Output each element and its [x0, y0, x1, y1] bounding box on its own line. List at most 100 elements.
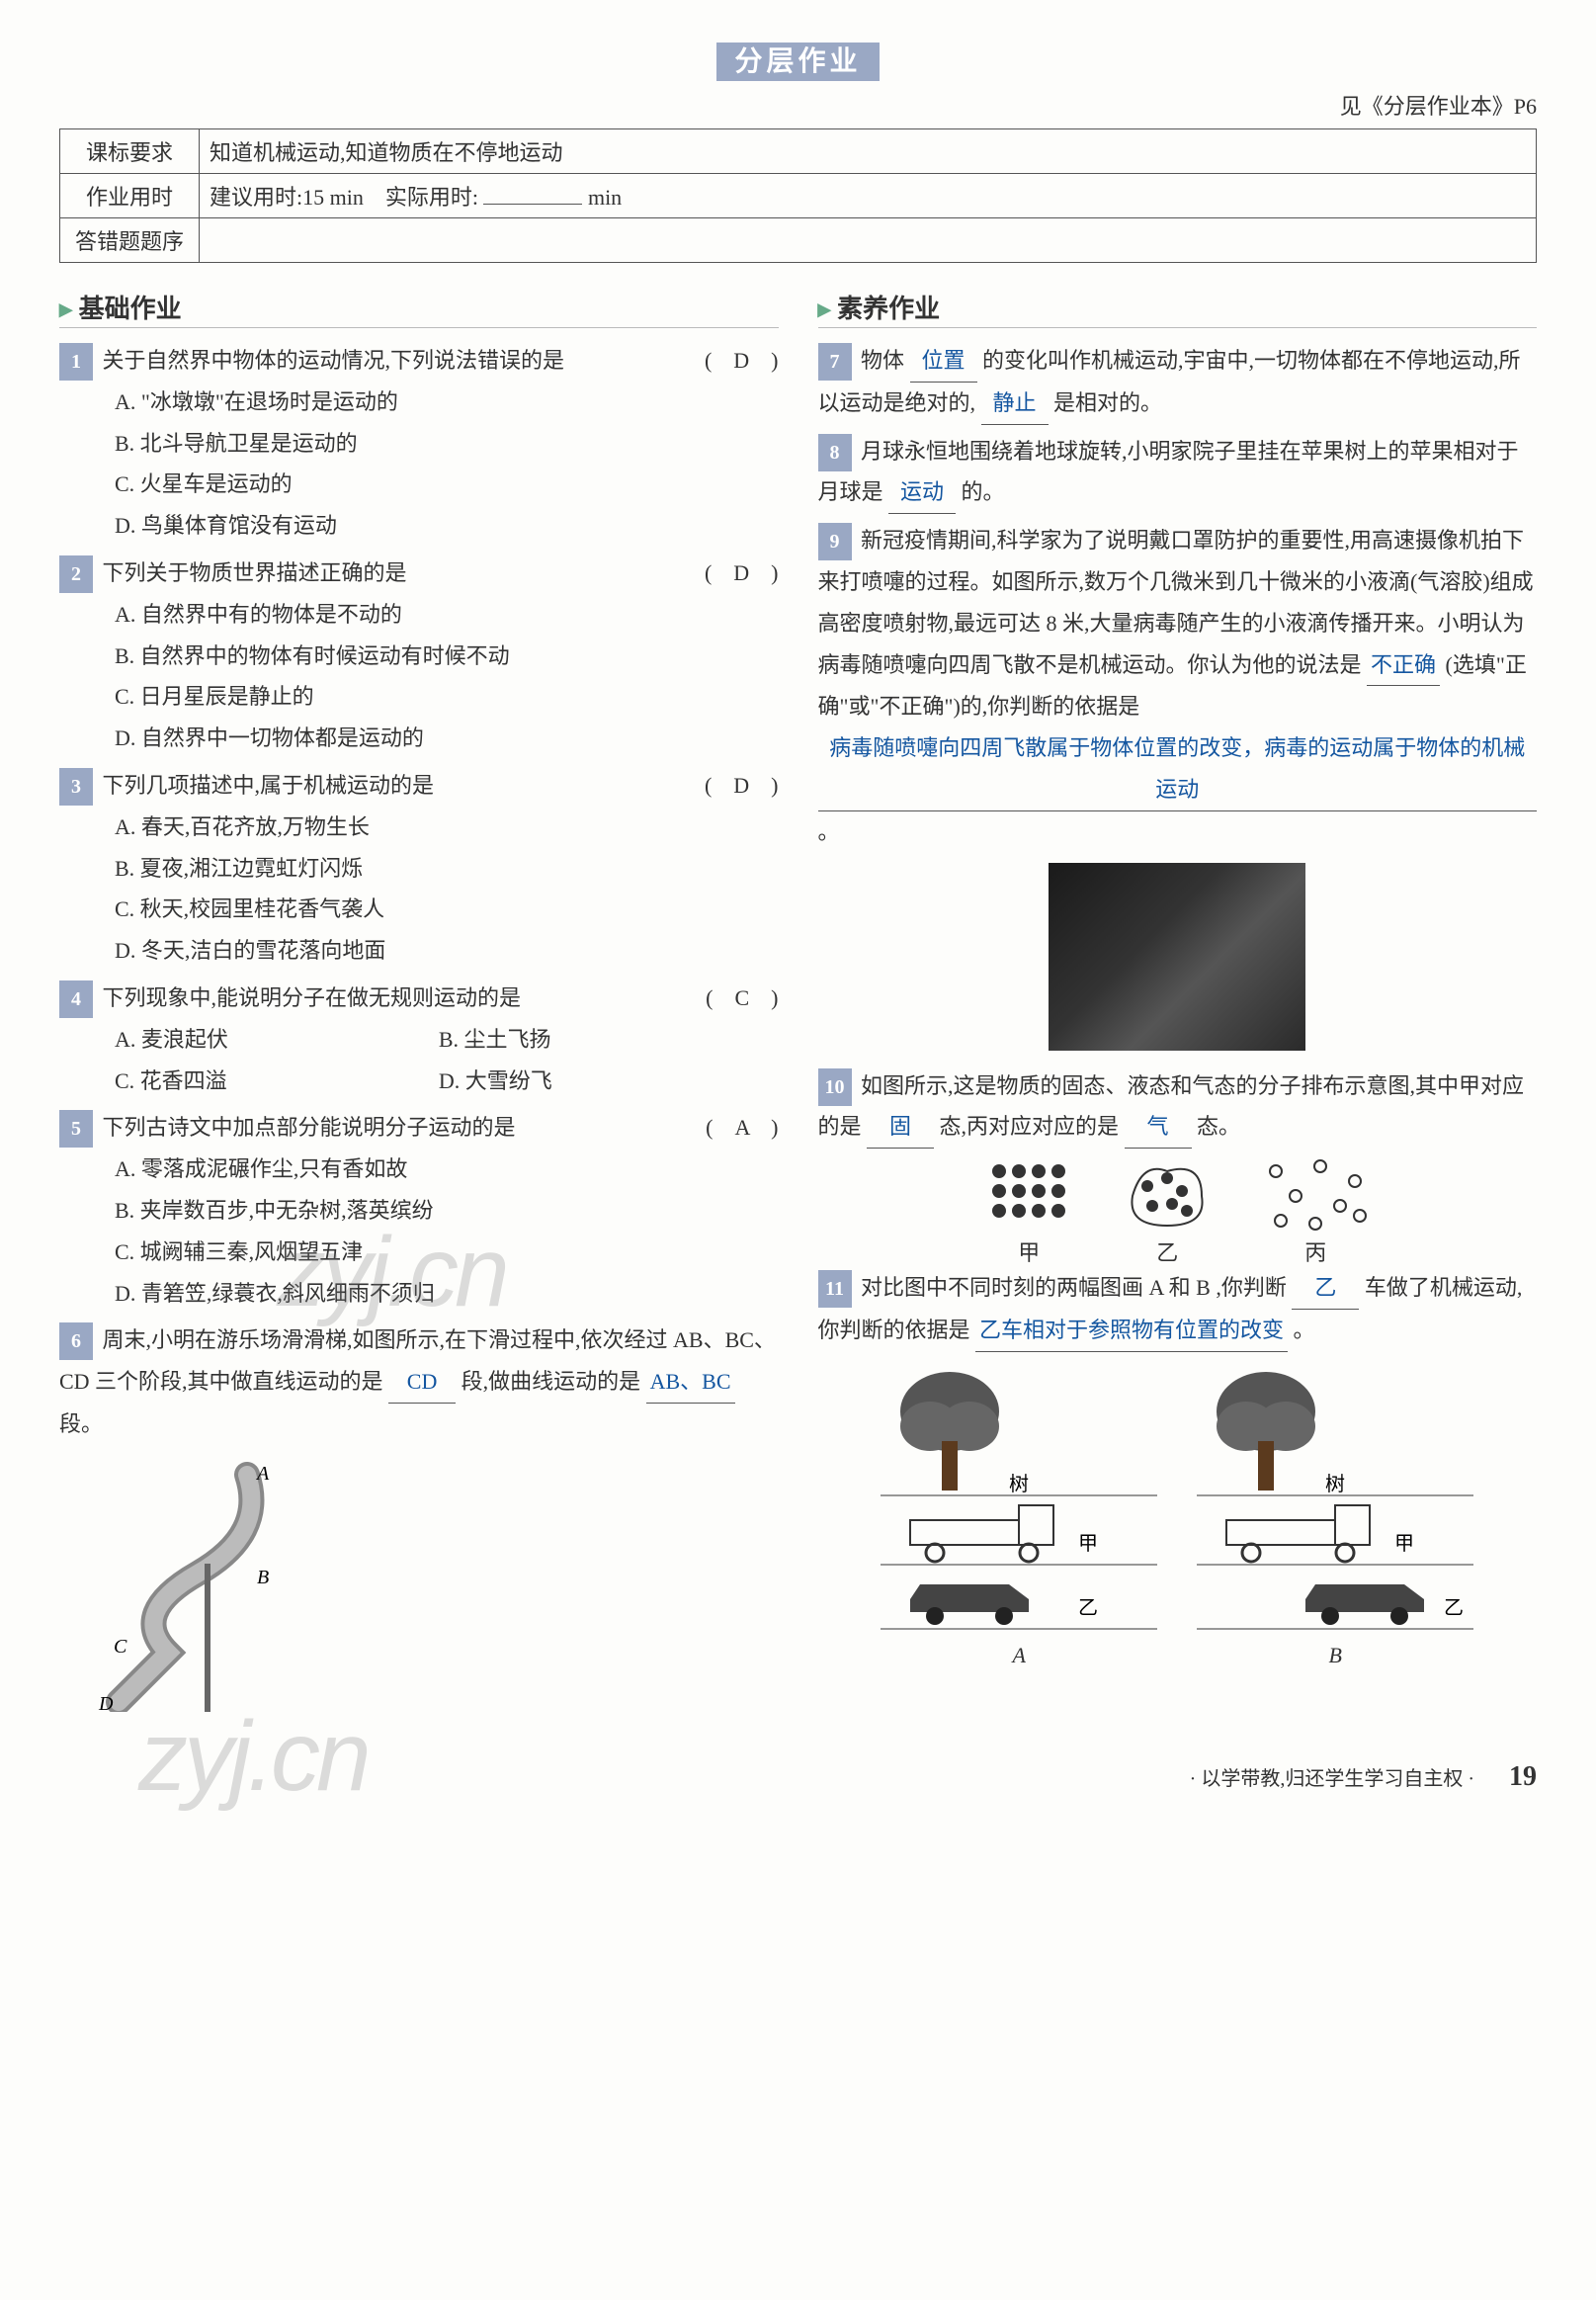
q4-num: 4: [59, 980, 93, 1018]
q10-label-a: 甲: [984, 1235, 1073, 1267]
q2-opt-c: C. 日月星辰是静止的: [115, 676, 779, 718]
q2-options: A. 自然界中有的物体是不动的 B. 自然界中的物体有时候运动有时候不动 C. …: [59, 594, 779, 759]
q5-answer: ( A ): [706, 1107, 778, 1149]
q8-post: 的。: [962, 479, 1005, 504]
q1-text: 关于自然界中物体的运动情况,下列说法错误的是: [103, 348, 565, 373]
right-section-title-text: 素养作业: [837, 295, 940, 323]
svg-text:树: 树: [1009, 1473, 1029, 1495]
q2-opt-a: A. 自然界中有的物体是不动的: [115, 594, 779, 636]
q7-blank-2[interactable]: 静止: [981, 383, 1049, 425]
q6-blank-2[interactable]: AB、BC: [646, 1361, 735, 1404]
q10-blank-1[interactable]: 固: [867, 1106, 934, 1149]
right-column: ▸ 素养作业 7 物体 位置 的变化叫作机械运动,宇宙中,一切物体都在不停地运动…: [818, 281, 1538, 1722]
meta-value-1: 知道机械运动,知道物质在不停地运动: [200, 129, 1537, 174]
q6-figure: A B C D: [59, 1455, 779, 1712]
q4: 4 下列现象中,能说明分子在做无规则运动的是 ( C ) A. 麦浪起伏 B. …: [59, 978, 779, 1101]
q2-answer-letter: D: [733, 560, 749, 585]
q4-answer: ( C ): [706, 978, 778, 1019]
q7-blank-1[interactable]: 位置: [910, 340, 977, 383]
q4-opt-c: C. 花香四溢: [115, 1061, 433, 1102]
scene-a-label: A: [881, 1643, 1157, 1668]
meta-value-2-prefix: 建议用时:15 min 实际用时:: [210, 185, 478, 210]
q1-opt-b: B. 北斗导航卫星是运动的: [115, 423, 779, 465]
solid-state-icon: 甲: [984, 1156, 1073, 1267]
q3-answer: ( D ): [705, 765, 779, 807]
q7-pre: 物体: [861, 348, 910, 373]
q10-label-b: 乙: [1123, 1235, 1212, 1267]
gas-state-icon: 丙: [1261, 1156, 1370, 1267]
footer-motto: · 以学带教,归还学生学习自主权 ·: [1190, 1768, 1474, 1790]
slide-label-c: C: [114, 1636, 127, 1658]
q4-opt-a: A. 麦浪起伏: [115, 1019, 433, 1061]
top-reference: 见《分层作业本》P6: [59, 89, 1537, 121]
meta-value-3[interactable]: [200, 218, 1537, 263]
slide-label-d: D: [98, 1693, 114, 1712]
q9-blank-1[interactable]: 不正确: [1367, 644, 1440, 687]
section-bullet-icon: ▸: [59, 295, 72, 323]
q11-blank-1[interactable]: 乙: [1292, 1267, 1359, 1310]
q3-opt-a: A. 春天,百花齐放,万物生长: [115, 807, 779, 848]
q5-opt-a: A. 零落成泥碾作尘,只有香如故: [115, 1149, 779, 1190]
q5-answer-letter: A: [734, 1115, 749, 1140]
q6-num: 6: [59, 1322, 93, 1360]
q3-opt-d: D. 冬天,洁白的雪花落向地面: [115, 930, 779, 972]
meta-label-2: 作业用时: [60, 174, 200, 218]
scene-a: 树 甲: [881, 1362, 1157, 1668]
q2-opt-d: D. 自然界中一切物体都是运动的: [115, 718, 779, 759]
slide-label-b: B: [257, 1567, 269, 1588]
q5-options: A. 零落成泥碾作尘,只有香如故 B. 夹岸数百步,中无杂树,落英缤纷 C. 城…: [59, 1149, 779, 1314]
scene-a-svg: 树 甲: [881, 1362, 1157, 1639]
q9-figure: [818, 863, 1538, 1056]
meta-time-blank[interactable]: [483, 204, 582, 205]
q4-text: 下列现象中,能说明分子在做无规则运动的是: [103, 985, 522, 1010]
q5-opt-c: C. 城阙辅三秦,风烟望五津: [115, 1232, 779, 1273]
q6-blank-1[interactable]: CD: [388, 1361, 456, 1404]
q8-num: 8: [818, 434, 852, 471]
meta-table: 课标要求 知道机械运动,知道物质在不停地运动 作业用时 建议用时:15 min …: [59, 128, 1537, 263]
right-section-title: ▸ 素养作业: [818, 289, 1538, 328]
q4-answer-letter: C: [734, 985, 749, 1010]
q11-post: 。: [1294, 1318, 1315, 1342]
q8-blank-1[interactable]: 运动: [888, 471, 956, 514]
q1-opt-a: A. "冰墩墩"在退场时是运动的: [115, 382, 779, 423]
q10-post: 态。: [1197, 1114, 1240, 1139]
page-footer: · 以学带教,归还学生学习自主权 · 19: [59, 1761, 1537, 1793]
q7-post: 是相对的。: [1053, 390, 1162, 415]
q2-num: 2: [59, 555, 93, 593]
meta-label-1: 课标要求: [60, 129, 200, 174]
liquid-state-icon: 乙: [1123, 1156, 1212, 1267]
left-column: ▸ 基础作业 1 关于自然界中物体的运动情况,下列说法错误的是 ( D ) A.…: [59, 281, 779, 1722]
q2-answer: ( D ): [705, 553, 779, 594]
q5-num: 5: [59, 1110, 93, 1148]
q6-text-mid: 段,做曲线运动的是: [462, 1369, 646, 1394]
q1: 1 关于自然界中物体的运动情况,下列说法错误的是 ( D ) A. "冰墩墩"在…: [59, 340, 779, 547]
left-section-title: ▸ 基础作业: [59, 289, 779, 328]
q3-answer-letter: D: [733, 773, 749, 798]
meta-label-3: 答错题题序: [60, 218, 200, 263]
q11-blank-2[interactable]: 乙车相对于参照物有位置的改变: [975, 1310, 1288, 1352]
q5-text: 下列古诗文中加点部分能说明分子运动的是: [103, 1115, 516, 1140]
q3: 3 下列几项描述中,属于机械运动的是 ( D ) A. 春天,百花齐放,万物生长…: [59, 765, 779, 972]
q5-opt-b: B. 夹岸数百步,中无杂树,落英缤纷: [115, 1190, 779, 1232]
svg-text:树: 树: [1325, 1473, 1345, 1495]
q9-blank-2[interactable]: 病毒随喷嚏向四周飞散属于物体位置的改变，病毒的运动属于物体的机械运动: [818, 727, 1538, 811]
page-number: 19: [1509, 1761, 1537, 1792]
q10: 10 如图所示,这是物质的固态、液态和气态的分子排布示意图,其中甲对应的是 固 …: [818, 1065, 1538, 1150]
q8: 8 月球永恒地围绕着地球旋转,小明家院子里挂在苹果树上的苹果相对于月球是 运动 …: [818, 431, 1538, 515]
left-section-title-text: 基础作业: [79, 295, 182, 323]
q10-blank-2[interactable]: 气: [1125, 1106, 1192, 1149]
meta-row-2: 作业用时 建议用时:15 min 实际用时: min: [60, 174, 1537, 218]
q3-num: 3: [59, 768, 93, 806]
q6: 6 周末,小明在游乐场滑滑梯,如图所示,在下滑过程中,依次经过 AB、BC、CD…: [59, 1320, 779, 1444]
header-badge-row: 分层作业: [59, 40, 1537, 79]
q7: 7 物体 位置 的变化叫作机械运动,宇宙中,一切物体都在不停地运动,所以运动是绝…: [818, 340, 1538, 425]
svg-text:甲: 甲: [1078, 1533, 1098, 1555]
q7-num: 7: [818, 343, 852, 381]
q10-figure: 甲 乙: [818, 1156, 1538, 1267]
q11-num: 11: [818, 1270, 852, 1308]
meta-row-1: 课标要求 知道机械运动,知道物质在不停地运动: [60, 129, 1537, 174]
q2-opt-b: B. 自然界中的物体有时候运动有时候不动: [115, 636, 779, 677]
q3-opt-b: B. 夏夜,湘江边霓虹灯闪烁: [115, 848, 779, 890]
q4-opt-b: B. 尘土飞扬: [439, 1019, 757, 1061]
q1-answer-letter: D: [733, 348, 749, 373]
